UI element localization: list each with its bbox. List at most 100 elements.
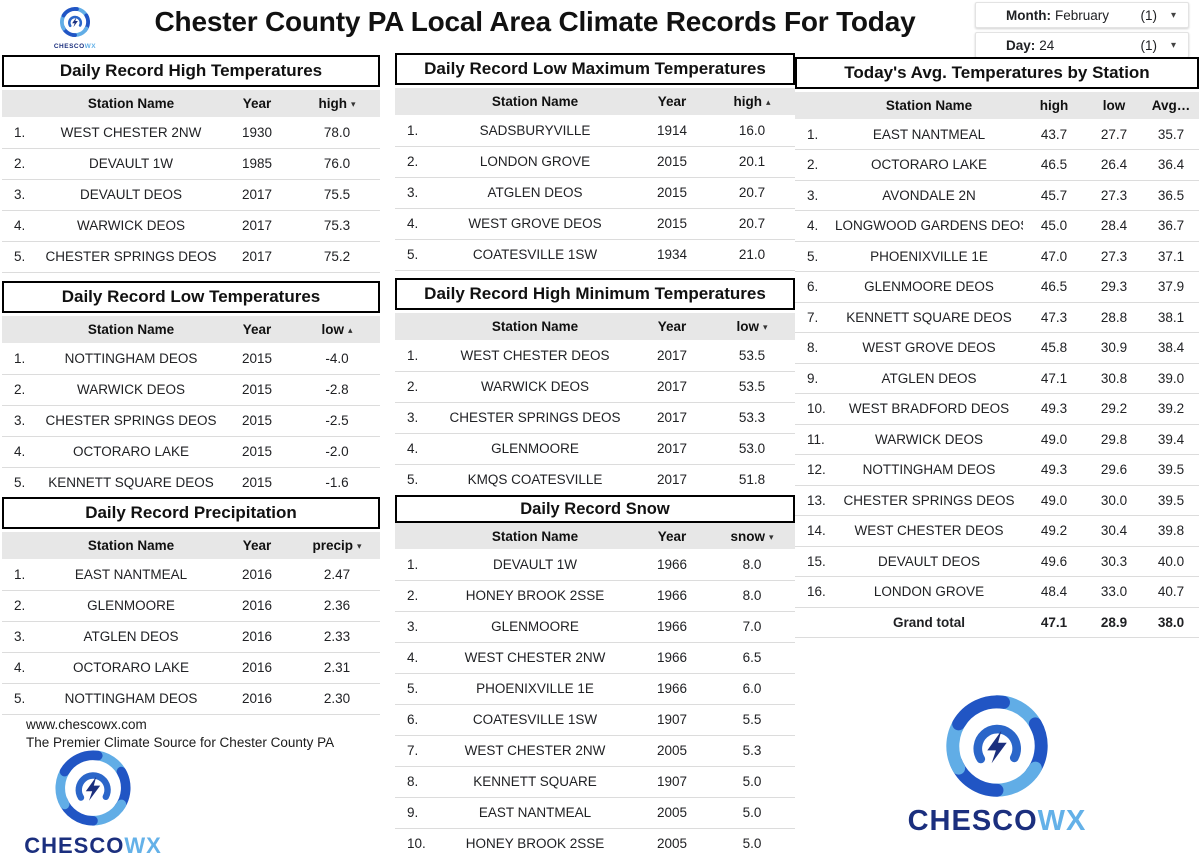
station-name: KENNETT SQUARE DEOS bbox=[42, 467, 220, 499]
column-header-year[interactable]: Year bbox=[635, 313, 709, 340]
cell-value: 1930 bbox=[220, 117, 294, 149]
column-header-station-name[interactable]: Station Name bbox=[435, 523, 635, 549]
table-row: 4. OCTORARO LAKE 2016 2.31 bbox=[2, 652, 380, 684]
row-number: 5. bbox=[795, 241, 835, 272]
row-number-header bbox=[395, 88, 435, 115]
column-header-station-name[interactable]: Station Name bbox=[835, 92, 1023, 119]
station-name: WEST BRADFORD DEOS bbox=[835, 393, 1023, 425]
column-header-station-name[interactable]: Station Name bbox=[435, 88, 635, 115]
row-number: 6. bbox=[795, 271, 835, 303]
table-row: 4. OCTORARO LAKE 2015 -2.0 bbox=[2, 436, 380, 468]
column-header-high[interactable]: high ▴ bbox=[709, 88, 795, 115]
station-name: ATGLEN DEOS bbox=[42, 621, 220, 653]
station-name: WEST GROVE DEOS bbox=[835, 332, 1023, 364]
station-name: WEST CHESTER 2NW bbox=[42, 117, 220, 149]
column-header-low[interactable]: low bbox=[1085, 92, 1143, 119]
header-row: Station Name Year high ▾ bbox=[2, 90, 380, 117]
cell-value: 20.7 bbox=[709, 177, 795, 209]
cell-value: 2016 bbox=[220, 590, 294, 622]
column-header-year[interactable]: Year bbox=[635, 88, 709, 115]
todays-avg-temperatures-table: Station Name high low Avg… 1. EAST NANTMEAL 43… bbox=[795, 92, 1199, 638]
cell-value: -1.6 bbox=[294, 467, 380, 499]
month-filter-dropdown[interactable]: Month: February (1) ▾ bbox=[975, 2, 1189, 28]
row-number: 3. bbox=[395, 402, 435, 434]
cell-value: 2015 bbox=[220, 405, 294, 437]
filter-count: (1) bbox=[1140, 37, 1157, 53]
table-row: 6. COATESVILLE 1SW 1907 5.5 bbox=[395, 704, 795, 736]
cell-value: 75.2 bbox=[294, 241, 380, 273]
station-name: CHESTER SPRINGS DEOS bbox=[42, 241, 220, 273]
table-row: 1. SADSBURYVILLE 1914 16.0 bbox=[395, 115, 795, 147]
table-row: 10. WEST BRADFORD DEOS 49.3 29.2 39.2 bbox=[795, 393, 1199, 425]
column-header-avg-[interactable]: Avg… bbox=[1143, 92, 1199, 119]
station-name: HONEY BROOK 2SSE bbox=[435, 580, 635, 612]
column-header-low[interactable]: low ▴ bbox=[294, 316, 380, 343]
station-name: DEVAULT DEOS bbox=[835, 546, 1023, 577]
table-row: 16. LONDON GROVE 48.4 33.0 40.7 bbox=[795, 576, 1199, 608]
day-filter-dropdown[interactable]: Day: 24 (1) ▾ bbox=[975, 32, 1189, 58]
column-header-station-name[interactable]: Station Name bbox=[42, 316, 220, 343]
cell-value: 1966 bbox=[635, 549, 709, 581]
cell-value: 1914 bbox=[635, 115, 709, 147]
table-row: 3. CHESTER SPRINGS DEOS 2015 -2.5 bbox=[2, 405, 380, 437]
cell-value: 37.9 bbox=[1143, 271, 1199, 303]
cell-value: 39.0 bbox=[1143, 363, 1199, 394]
chescowx-logo-large: CHESCOWX bbox=[795, 692, 1199, 838]
column-header-station-name[interactable]: Station Name bbox=[42, 532, 220, 559]
cell-value: 37.1 bbox=[1143, 241, 1199, 272]
table-row: 1. NOTTINGHAM DEOS 2015 -4.0 bbox=[2, 343, 380, 375]
cell-value: 29.2 bbox=[1085, 393, 1143, 425]
record-high-temperatures-panel: Daily Record High Temperatures Station N… bbox=[2, 55, 380, 273]
column-header-precip[interactable]: precip ▾ bbox=[294, 532, 380, 559]
column-header-year[interactable]: Year bbox=[220, 316, 294, 343]
record-precipitation-panel: Daily Record Precipitation Station Name Y… bbox=[2, 497, 380, 715]
row-number-header bbox=[795, 92, 835, 119]
brand-wordmark: CHESCOWX bbox=[24, 833, 162, 853]
table-row: 11. WARWICK DEOS 49.0 29.8 39.4 bbox=[795, 424, 1199, 455]
hurricane-swirl-icon bbox=[53, 748, 133, 828]
cell-value: 75.3 bbox=[294, 210, 380, 242]
column-header-station-name[interactable]: Station Name bbox=[435, 313, 635, 340]
panel-title: Today's Avg. Temperatures by Station bbox=[795, 57, 1199, 89]
row-number: 5. bbox=[2, 467, 42, 499]
column-header-low[interactable]: low ▾ bbox=[709, 313, 795, 340]
cell-value: 2016 bbox=[220, 652, 294, 684]
station-name: CHESTER SPRINGS DEOS bbox=[435, 402, 635, 434]
cell-value: 40.7 bbox=[1143, 576, 1199, 608]
cell-value: -2.5 bbox=[294, 405, 380, 437]
station-name: WEST CHESTER DEOS bbox=[435, 340, 635, 372]
station-name: DEVAULT 1W bbox=[42, 148, 220, 180]
filter-value: February bbox=[1054, 7, 1110, 23]
chescowx-logo-footer: CHESCOWX bbox=[18, 748, 168, 853]
row-number: 1. bbox=[2, 343, 42, 375]
column-header-high[interactable]: high bbox=[1023, 92, 1085, 119]
column-header-high[interactable]: high ▾ bbox=[294, 90, 380, 117]
station-name: GLENMOORE bbox=[42, 590, 220, 622]
column-header-station-name[interactable]: Station Name bbox=[42, 90, 220, 117]
column-header-year[interactable]: Year bbox=[635, 523, 709, 549]
cell-value: 47.1 bbox=[1023, 363, 1085, 394]
cell-value: 21.0 bbox=[709, 239, 795, 271]
cell-value: 30.0 bbox=[1085, 485, 1143, 516]
row-number: 5. bbox=[2, 683, 42, 715]
station-name: DEVAULT DEOS bbox=[42, 179, 220, 211]
row-number: 2. bbox=[395, 371, 435, 403]
column-header-snow[interactable]: snow ▾ bbox=[709, 523, 795, 549]
column-header-year[interactable]: Year bbox=[220, 90, 294, 117]
cell-value: 2015 bbox=[220, 343, 294, 375]
cell-value: 49.3 bbox=[1023, 454, 1085, 486]
table-row: 7. WEST CHESTER 2NW 2005 5.3 bbox=[395, 735, 795, 767]
cell-value: 8.0 bbox=[709, 549, 795, 581]
column-header-year[interactable]: Year bbox=[220, 532, 294, 559]
row-number: 4. bbox=[795, 210, 835, 242]
cell-value: 38.4 bbox=[1143, 332, 1199, 364]
cell-value: 39.8 bbox=[1143, 515, 1199, 547]
cell-value: 29.3 bbox=[1085, 271, 1143, 303]
cell-value: 2016 bbox=[220, 683, 294, 715]
station-name: KENNETT SQUARE bbox=[435, 766, 635, 798]
row-number: 2. bbox=[2, 590, 42, 622]
station-name: KMQS COATESVILLE bbox=[435, 464, 635, 496]
station-name: GLENMOORE bbox=[435, 433, 635, 465]
daily-record-snow-grid: Station Name Year snow ▾ 1. DEVAULT 1W 1966 8.0… bbox=[395, 523, 795, 853]
